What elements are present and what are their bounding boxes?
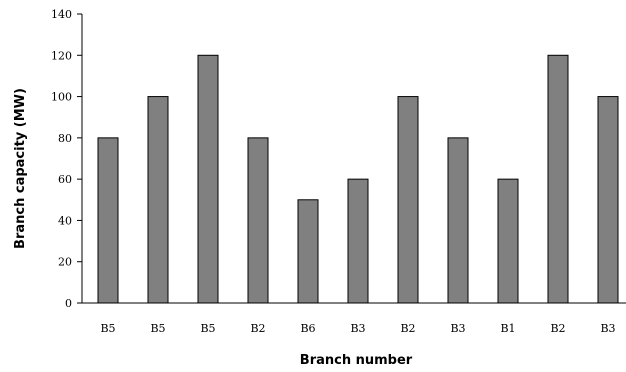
- x-tick-label: B3: [350, 322, 365, 335]
- y-tick-label: 100: [51, 91, 72, 104]
- x-tick-label: B2: [250, 322, 265, 335]
- x-tick-label: B1: [500, 322, 515, 335]
- x-tick-label: B3: [450, 322, 465, 335]
- bar: [147, 96, 169, 304]
- bar: [97, 137, 119, 304]
- bar: [347, 178, 369, 304]
- y-tick-label: 40: [58, 214, 72, 227]
- bar: [497, 178, 519, 304]
- x-axis-title: Branch number: [300, 353, 413, 368]
- y-tick-label: 0: [65, 297, 72, 310]
- bar: [297, 199, 319, 304]
- y-axis-ticks: 0 20 40 60 80 100 120 140: [51, 8, 82, 310]
- y-axis-title: Branch capacity (MW): [13, 88, 28, 249]
- x-tick-label: B5: [200, 322, 215, 335]
- y-tick-label: 120: [51, 49, 72, 62]
- x-tick-label: B5: [150, 322, 165, 335]
- x-tick-label: B2: [550, 322, 565, 335]
- x-tick-label: B5: [100, 322, 115, 335]
- x-tick-label: B3: [600, 322, 615, 335]
- x-axis-ticks: B5 B5 B5 B2 B6 B3 B2 B3 B1 B2 B3: [100, 322, 615, 335]
- y-tick-label: 20: [58, 256, 72, 269]
- y-tick-label: 80: [58, 132, 72, 145]
- bar: [447, 137, 469, 304]
- bars: [97, 54, 619, 304]
- bar: [597, 96, 619, 304]
- x-tick-label: B2: [400, 322, 415, 335]
- bar: [547, 54, 569, 304]
- bar: [247, 137, 269, 304]
- bar: [397, 96, 419, 304]
- y-tick-label: 60: [58, 173, 72, 186]
- bar: [197, 54, 219, 304]
- x-tick-label: B6: [300, 322, 315, 335]
- y-tick-label: 140: [51, 8, 72, 21]
